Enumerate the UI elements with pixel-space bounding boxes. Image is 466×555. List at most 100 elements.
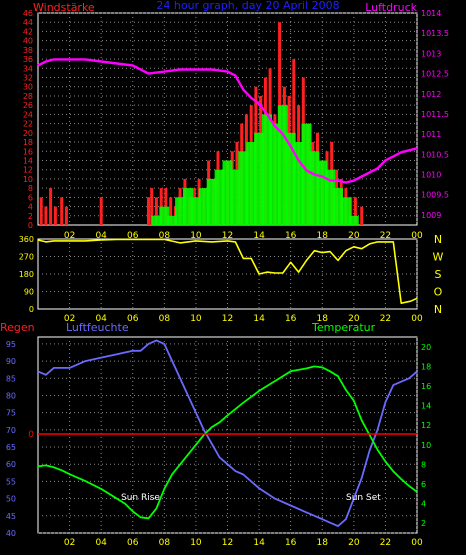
wind-title: Windstärke xyxy=(33,1,95,14)
wind-gust-bar xyxy=(360,206,364,225)
temperature-tick-label: 6 xyxy=(421,480,426,489)
right-tick-label: 1010 xyxy=(421,171,441,180)
left-tick-label: 28 xyxy=(23,92,33,101)
humidity-tick-label: 50 xyxy=(6,495,16,504)
wind-avg-bar xyxy=(309,151,320,225)
wind-avg-bar xyxy=(333,188,343,225)
wind-avg-bar xyxy=(230,169,241,225)
temperature-tick-label: 20 xyxy=(421,343,431,352)
wind-gust-bar xyxy=(44,206,48,225)
temperature-tick-label: 12 xyxy=(421,421,431,430)
right-tick-label: 1012 xyxy=(421,90,441,99)
right-tick-label: 1009.5 xyxy=(421,191,449,200)
x-tick-label: 22 xyxy=(380,231,391,241)
direction-line xyxy=(37,238,418,305)
left-tick-label: 8 xyxy=(28,184,33,193)
wind-avg-bar xyxy=(317,160,328,225)
left-tick-label: 16 xyxy=(23,147,33,156)
humidity-tick-label: 65 xyxy=(6,443,16,452)
right-tick-label: 1010.5 xyxy=(421,150,449,159)
humidity-tick-label: 85 xyxy=(6,374,16,383)
x-tick-label: 20 xyxy=(348,314,360,324)
x-tick-label: 02 xyxy=(64,314,75,324)
temperature-tick-label: 2 xyxy=(421,519,426,528)
rain-zero-label: 0 xyxy=(28,430,34,440)
left-tick-label: 44 xyxy=(23,18,33,27)
grid-layer xyxy=(38,12,418,534)
x-tick-label: 14 xyxy=(253,314,265,324)
humidity-panel-frame xyxy=(37,336,418,534)
direction-tick-label: 90 xyxy=(24,288,34,297)
wind-avg-bar xyxy=(167,215,178,225)
left-tick-label: 36 xyxy=(23,55,33,64)
wind-avg-bar xyxy=(190,197,201,225)
x-tick-label: 10 xyxy=(190,538,202,548)
x-tick-label: 04 xyxy=(95,314,107,324)
x-tick-label: 20 xyxy=(348,538,360,548)
wind-gust-bar xyxy=(53,206,57,225)
direction-tick-label: 270 xyxy=(19,253,34,262)
left-tick-label: 46 xyxy=(23,9,33,18)
wind-gust-bar xyxy=(64,206,68,225)
right-tick-label: 1014 xyxy=(421,9,441,18)
x-tick-label: 18 xyxy=(317,538,329,548)
left-tick-label: 40 xyxy=(23,37,33,46)
temperature-tick-label: 4 xyxy=(421,500,426,509)
wind-avg-bar xyxy=(159,206,170,225)
x-tick-label: 06 xyxy=(127,538,139,548)
wind-gust-bar xyxy=(154,197,158,225)
wind-avg-bar xyxy=(277,105,288,225)
axis-layer: 0246810121416182022242628303234363840424… xyxy=(6,9,449,548)
wind-avg-bar xyxy=(183,188,193,225)
humidity-line xyxy=(37,339,418,527)
x-tick-label: 18 xyxy=(317,231,329,241)
right-tick-label: 1011 xyxy=(421,130,441,139)
left-tick-label: 32 xyxy=(23,74,33,83)
humidity-title: Luftfeuchte xyxy=(66,321,129,334)
left-tick-label: 26 xyxy=(23,101,33,110)
wind-gust-bar xyxy=(164,188,168,225)
wind-gust-bar xyxy=(353,197,357,225)
x-tick-label: 16 xyxy=(285,538,297,548)
wind-gust-bar xyxy=(49,188,53,225)
compass-label: W xyxy=(433,251,444,264)
right-tick-label: 1011.5 xyxy=(421,110,449,119)
wind-avg-bar xyxy=(340,197,351,225)
humidity-tick-label: 55 xyxy=(6,477,16,486)
x-tick-label: 22 xyxy=(380,538,391,548)
wind-avg-bar xyxy=(198,188,209,225)
right-tick-label: 1012.5 xyxy=(421,70,449,79)
temperature-tick-label: 16 xyxy=(421,382,431,391)
temperature-tick-label: 18 xyxy=(421,362,431,371)
x-tick-label: 00 xyxy=(411,314,423,324)
direction-tick-label: 0 xyxy=(29,305,34,314)
left-tick-label: 30 xyxy=(23,83,33,92)
pressure-line xyxy=(37,58,418,184)
wind-gust-bar xyxy=(39,197,43,225)
direction-tick-label: 180 xyxy=(19,270,34,279)
x-tick-label: 00 xyxy=(411,538,423,548)
temperature-tick-label: 10 xyxy=(421,441,431,450)
x-tick-label: 12 xyxy=(222,314,233,324)
humidity-tick-label: 40 xyxy=(6,529,16,538)
temperature-line xyxy=(37,365,418,520)
wind-avg-bar xyxy=(214,169,225,225)
wind-gust-bar xyxy=(60,197,64,225)
x-tick-label: 22 xyxy=(380,314,391,324)
sunset-label: Sun Set xyxy=(346,493,381,503)
wind-gust-bar xyxy=(159,188,163,225)
humidity-tick-label: 80 xyxy=(6,391,16,400)
left-tick-label: 42 xyxy=(23,27,33,36)
rain-title: Regen xyxy=(0,321,35,334)
x-tick-label: 10 xyxy=(190,314,202,324)
compass-label: N xyxy=(434,233,442,246)
wind-avg-bar xyxy=(151,215,162,225)
compass-label: O xyxy=(434,286,443,299)
right-tick-label: 1009 xyxy=(421,211,441,220)
humidity-tick-label: 95 xyxy=(6,340,16,349)
x-tick-label: 02 xyxy=(64,231,75,241)
x-tick-label: 04 xyxy=(95,538,107,548)
temperature-title: Temperatur xyxy=(311,321,376,334)
wind-avg-bar xyxy=(285,132,296,225)
